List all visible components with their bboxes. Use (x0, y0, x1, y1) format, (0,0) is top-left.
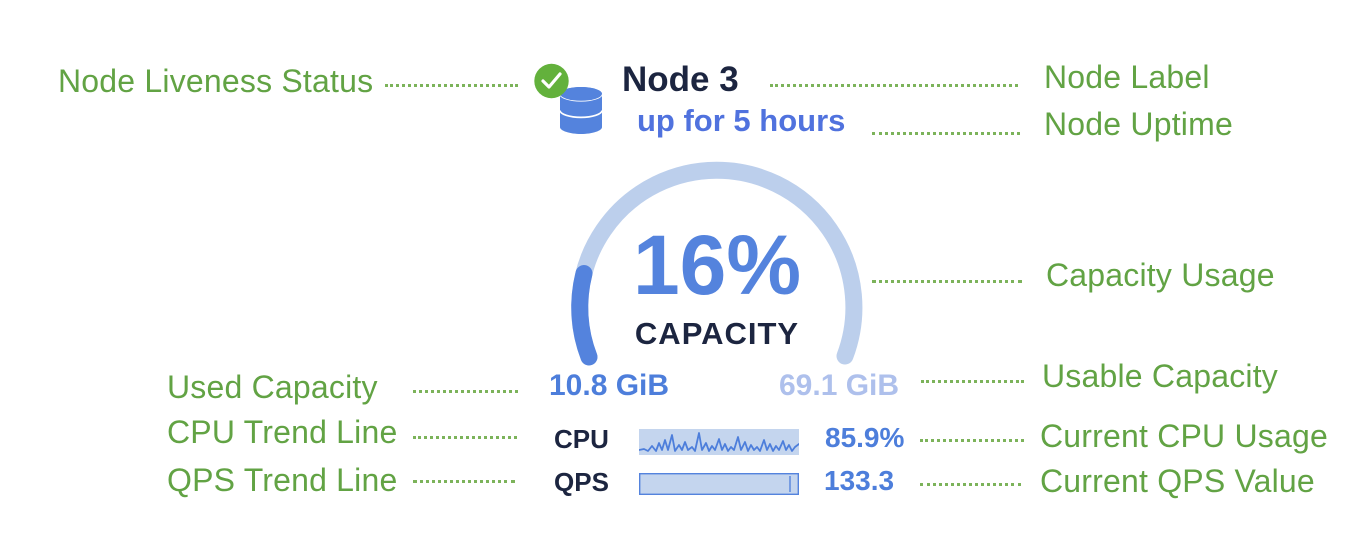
svg-text:CAPACITY: CAPACITY (635, 316, 799, 351)
svg-text:16%: 16% (633, 218, 801, 312)
